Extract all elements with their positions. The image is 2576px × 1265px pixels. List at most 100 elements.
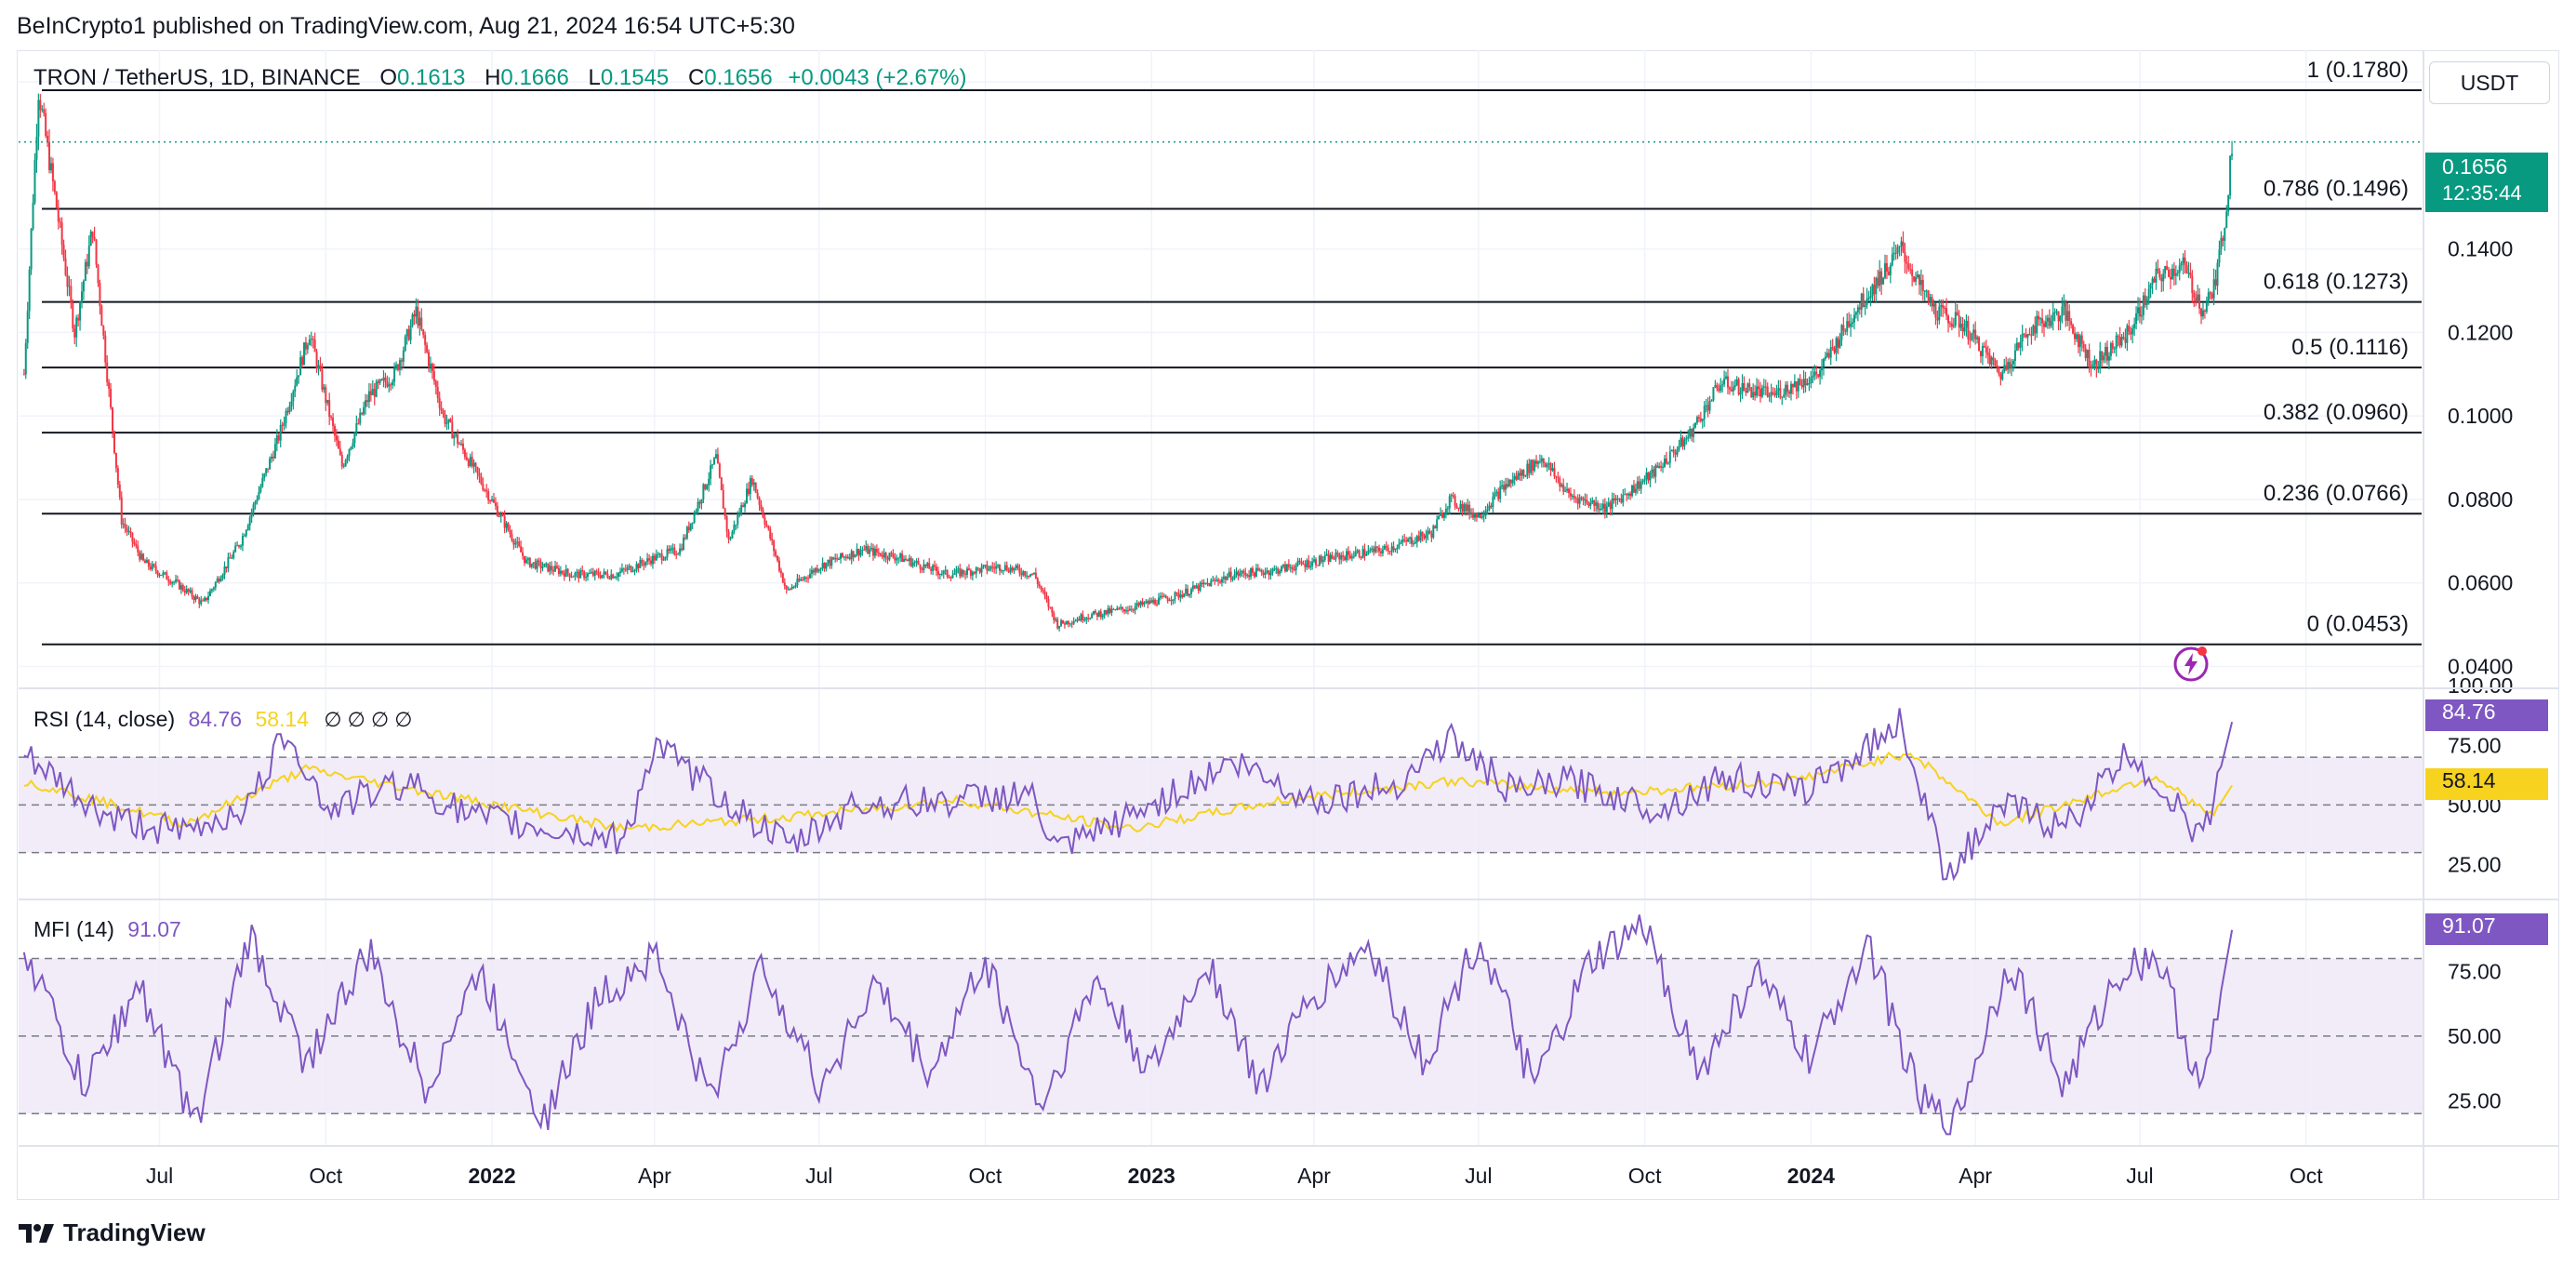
high-label: H bbox=[485, 65, 501, 90]
candle-body bbox=[1882, 277, 1885, 285]
candle-body bbox=[1149, 600, 1151, 605]
candle-body bbox=[870, 548, 873, 550]
publisher-line: BeInCrypto1 published on TradingView.com… bbox=[17, 13, 795, 39]
candle-body bbox=[323, 387, 325, 390]
candle-body bbox=[1723, 378, 1726, 385]
candle-body bbox=[509, 530, 511, 535]
candle-body bbox=[1338, 553, 1341, 560]
candle-body bbox=[1919, 279, 1922, 286]
candle-body bbox=[243, 535, 246, 537]
candle-body bbox=[980, 566, 983, 573]
candle-body bbox=[1177, 593, 1180, 598]
candle-body bbox=[404, 336, 406, 351]
candle-body bbox=[1038, 583, 1041, 587]
candle-body bbox=[731, 531, 734, 539]
candle-body bbox=[312, 339, 314, 340]
candle-body bbox=[1770, 392, 1773, 396]
rsi-series bbox=[23, 708, 2234, 882]
candle-body bbox=[135, 543, 138, 546]
candle-body bbox=[691, 522, 694, 524]
candle-body bbox=[1188, 593, 1190, 596]
candle-body bbox=[588, 573, 591, 575]
candle-body bbox=[344, 459, 347, 466]
candle-body bbox=[1660, 466, 1663, 468]
candle-body bbox=[620, 568, 623, 572]
candle-body bbox=[1634, 488, 1637, 493]
candle-body bbox=[1568, 488, 1571, 494]
candle-body bbox=[2072, 325, 2075, 334]
candle-body bbox=[1867, 298, 1870, 300]
candle-body bbox=[1840, 325, 1843, 340]
candle-body bbox=[1750, 387, 1753, 398]
candle-body bbox=[1150, 600, 1153, 604]
candle-body bbox=[1938, 306, 1941, 321]
candle-body bbox=[1595, 502, 1598, 506]
candle-body bbox=[1168, 600, 1171, 602]
candle-body bbox=[1532, 459, 1534, 471]
candle-body bbox=[735, 524, 737, 526]
candle-body bbox=[1689, 428, 1692, 437]
candle-body bbox=[2128, 326, 2131, 332]
candle-body bbox=[1733, 384, 1736, 387]
candle-body bbox=[2138, 307, 2141, 317]
candle-body bbox=[236, 545, 239, 547]
candle-body bbox=[1497, 491, 1500, 499]
candle-body bbox=[825, 562, 828, 569]
candle-body bbox=[1072, 620, 1075, 624]
candle-body bbox=[1950, 323, 1953, 327]
candle-body bbox=[2105, 347, 2108, 361]
candle-body bbox=[1515, 475, 1518, 480]
candle-body bbox=[460, 443, 463, 445]
candle-body bbox=[1197, 585, 1200, 591]
candle-body bbox=[603, 571, 605, 575]
candle-body bbox=[628, 566, 631, 568]
candle-body bbox=[765, 524, 768, 526]
y-tick-label: 0.0600 bbox=[2448, 571, 2513, 595]
candle-body bbox=[204, 597, 206, 602]
candle-body bbox=[1670, 449, 1673, 452]
brand[interactable]: TradingView bbox=[19, 1218, 206, 1247]
candle-body bbox=[1714, 385, 1717, 388]
candle-body bbox=[639, 559, 642, 568]
candle-body bbox=[1743, 382, 1746, 391]
symbol-legend[interactable]: TRON / TetherUS, 1D, BINANCE O0.1613 H0.… bbox=[33, 65, 967, 91]
candle-body bbox=[749, 478, 751, 495]
candle-body bbox=[409, 326, 412, 340]
candle-body bbox=[178, 580, 180, 590]
candle-body bbox=[296, 377, 299, 386]
candle-body bbox=[1718, 388, 1720, 392]
currency-button[interactable]: USDT bbox=[2429, 61, 2550, 104]
candle-body bbox=[1600, 508, 1602, 510]
candle-body bbox=[930, 568, 933, 571]
candle-body bbox=[552, 570, 555, 572]
candle-body bbox=[162, 572, 165, 576]
candle-body bbox=[612, 574, 615, 579]
candle-body bbox=[110, 388, 113, 408]
candle-body bbox=[1505, 484, 1507, 490]
flash-icon[interactable] bbox=[2172, 646, 2210, 683]
candle-body bbox=[436, 387, 439, 399]
candle-body bbox=[2050, 320, 2052, 326]
candle-body bbox=[288, 406, 291, 413]
mfi-legend[interactable]: MFI (14) 91.07 bbox=[33, 917, 181, 942]
candle-body bbox=[1210, 580, 1213, 587]
candle-body bbox=[906, 559, 909, 562]
candle-body bbox=[1668, 451, 1671, 463]
candle-body bbox=[334, 426, 337, 436]
candle-body bbox=[1981, 345, 1984, 357]
rsi-legend[interactable]: RSI (14, close) 84.76 58.14 ∅ ∅ ∅ ∅ bbox=[33, 707, 412, 732]
candle-body bbox=[2084, 348, 2087, 358]
candle-body bbox=[2151, 278, 2154, 285]
candle-body bbox=[1427, 530, 1429, 535]
candle-body bbox=[993, 567, 996, 569]
candle-body bbox=[967, 568, 970, 570]
candle-body bbox=[2113, 348, 2116, 350]
candle-body bbox=[984, 565, 987, 566]
candle-body bbox=[1097, 611, 1100, 617]
candle-body bbox=[1735, 379, 1738, 385]
candle-body bbox=[1201, 582, 1203, 585]
candle-body bbox=[599, 576, 602, 579]
candle-body bbox=[881, 555, 883, 557]
candle-body bbox=[37, 100, 40, 138]
